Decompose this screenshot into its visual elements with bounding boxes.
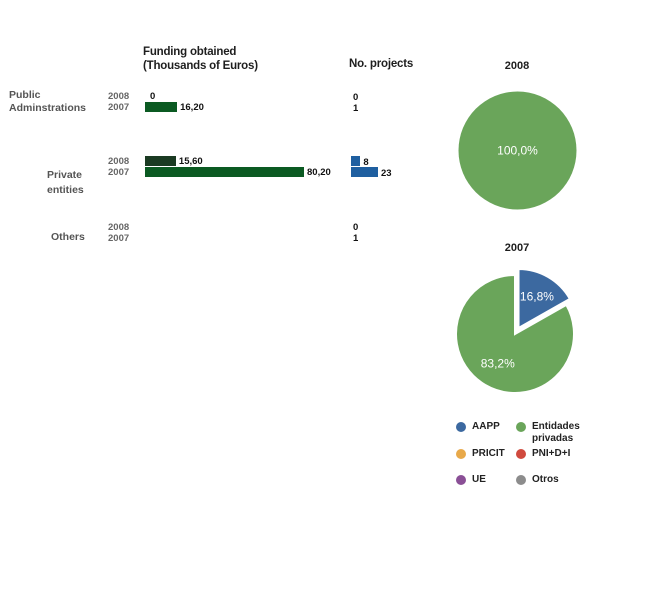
- pie-slice-label: 100,0%: [497, 144, 538, 158]
- projects-value-label: 23: [381, 168, 392, 179]
- projects-value-label: 0: [353, 222, 359, 233]
- funding-value-label: 16,20: [180, 102, 204, 113]
- pie-slice-aapp: [517, 267, 572, 330]
- legend-label: UE: [472, 474, 486, 485]
- funding-bar-public-2007: [145, 102, 178, 112]
- pie-2007-title: 2007: [504, 242, 530, 254]
- legend-swatch: [456, 475, 466, 485]
- legend-item-pni-d-i: PNI+D+I: [516, 448, 578, 460]
- projects-value-label: 0: [353, 92, 359, 103]
- legend-label: PRICIT: [472, 448, 505, 459]
- pie-chart-2008: 100,0%: [458, 91, 577, 210]
- legend-label: Otros: [532, 474, 559, 485]
- category-line1: Public: [9, 89, 41, 101]
- category-public-administrations: Public Adminstrations: [9, 89, 86, 115]
- year-label: 2008: [108, 222, 130, 233]
- projects-bar-private-2007: [351, 167, 378, 177]
- pie-slice-label: 16,8%: [520, 289, 554, 303]
- funding-bar-private-2007: [145, 167, 304, 177]
- legend-item-pricit: PRICIT: [456, 448, 518, 460]
- legend-swatch: [516, 475, 526, 485]
- projects-value-label: 8: [363, 157, 369, 168]
- legend-item-aapp: AAPP: [456, 421, 518, 433]
- legend-swatch: [456, 449, 466, 459]
- pie-chart-2007: 16,8% 83,2%: [455, 267, 575, 394]
- category-others: Others: [51, 231, 85, 244]
- legend-swatch: [516, 422, 526, 432]
- legend-swatch: [516, 449, 526, 459]
- pie-slice-entidades-privadas: [458, 91, 577, 210]
- category-private-entities: Private entities: [47, 168, 84, 198]
- legend-label: Entidades: [532, 421, 580, 432]
- funding-value-label: 80,20: [307, 167, 331, 178]
- pie-2008-title: 2008: [504, 60, 530, 72]
- year-label: 2007: [108, 102, 130, 113]
- funding-value-label: 0: [150, 91, 156, 102]
- legend-item-entidades-privadas: Entidades privadas: [516, 421, 580, 445]
- legend-label: PNI+D+I: [532, 448, 571, 459]
- funding-value-label: 15,60: [178, 156, 203, 167]
- funding-header-line2: (Thousands of Euros): [143, 60, 258, 72]
- funding-header: Funding obtained (Thousands of Euros): [143, 45, 258, 73]
- legend-item-otros: Otros: [516, 474, 578, 486]
- pie-slice-label: 83,2%: [481, 357, 515, 371]
- category-line1: Private: [47, 169, 83, 181]
- category-line2: entities: [47, 184, 84, 196]
- projects-value-label: 1: [353, 103, 359, 114]
- legend-label: AAPP: [472, 421, 500, 432]
- projects-bar-private-2008: [351, 156, 361, 166]
- year-label: 2007: [108, 233, 130, 244]
- projects-value-label: 1: [353, 233, 359, 244]
- projects-header: No. projects: [349, 58, 414, 70]
- category-line1: Others: [51, 231, 85, 243]
- year-label: 2008: [108, 91, 130, 102]
- legend-item-ue: UE: [456, 474, 518, 486]
- year-label: 2008: [108, 156, 130, 167]
- year-label: 2007: [108, 167, 130, 178]
- funding-header-line1: Funding obtained: [143, 46, 237, 58]
- legend-label: privadas: [532, 433, 574, 444]
- pie-slice-entidades-privadas: [455, 273, 575, 394]
- category-line2: Adminstrations: [9, 102, 87, 114]
- funding-bar-private-2008: [145, 156, 176, 166]
- legend-swatch: [456, 422, 466, 432]
